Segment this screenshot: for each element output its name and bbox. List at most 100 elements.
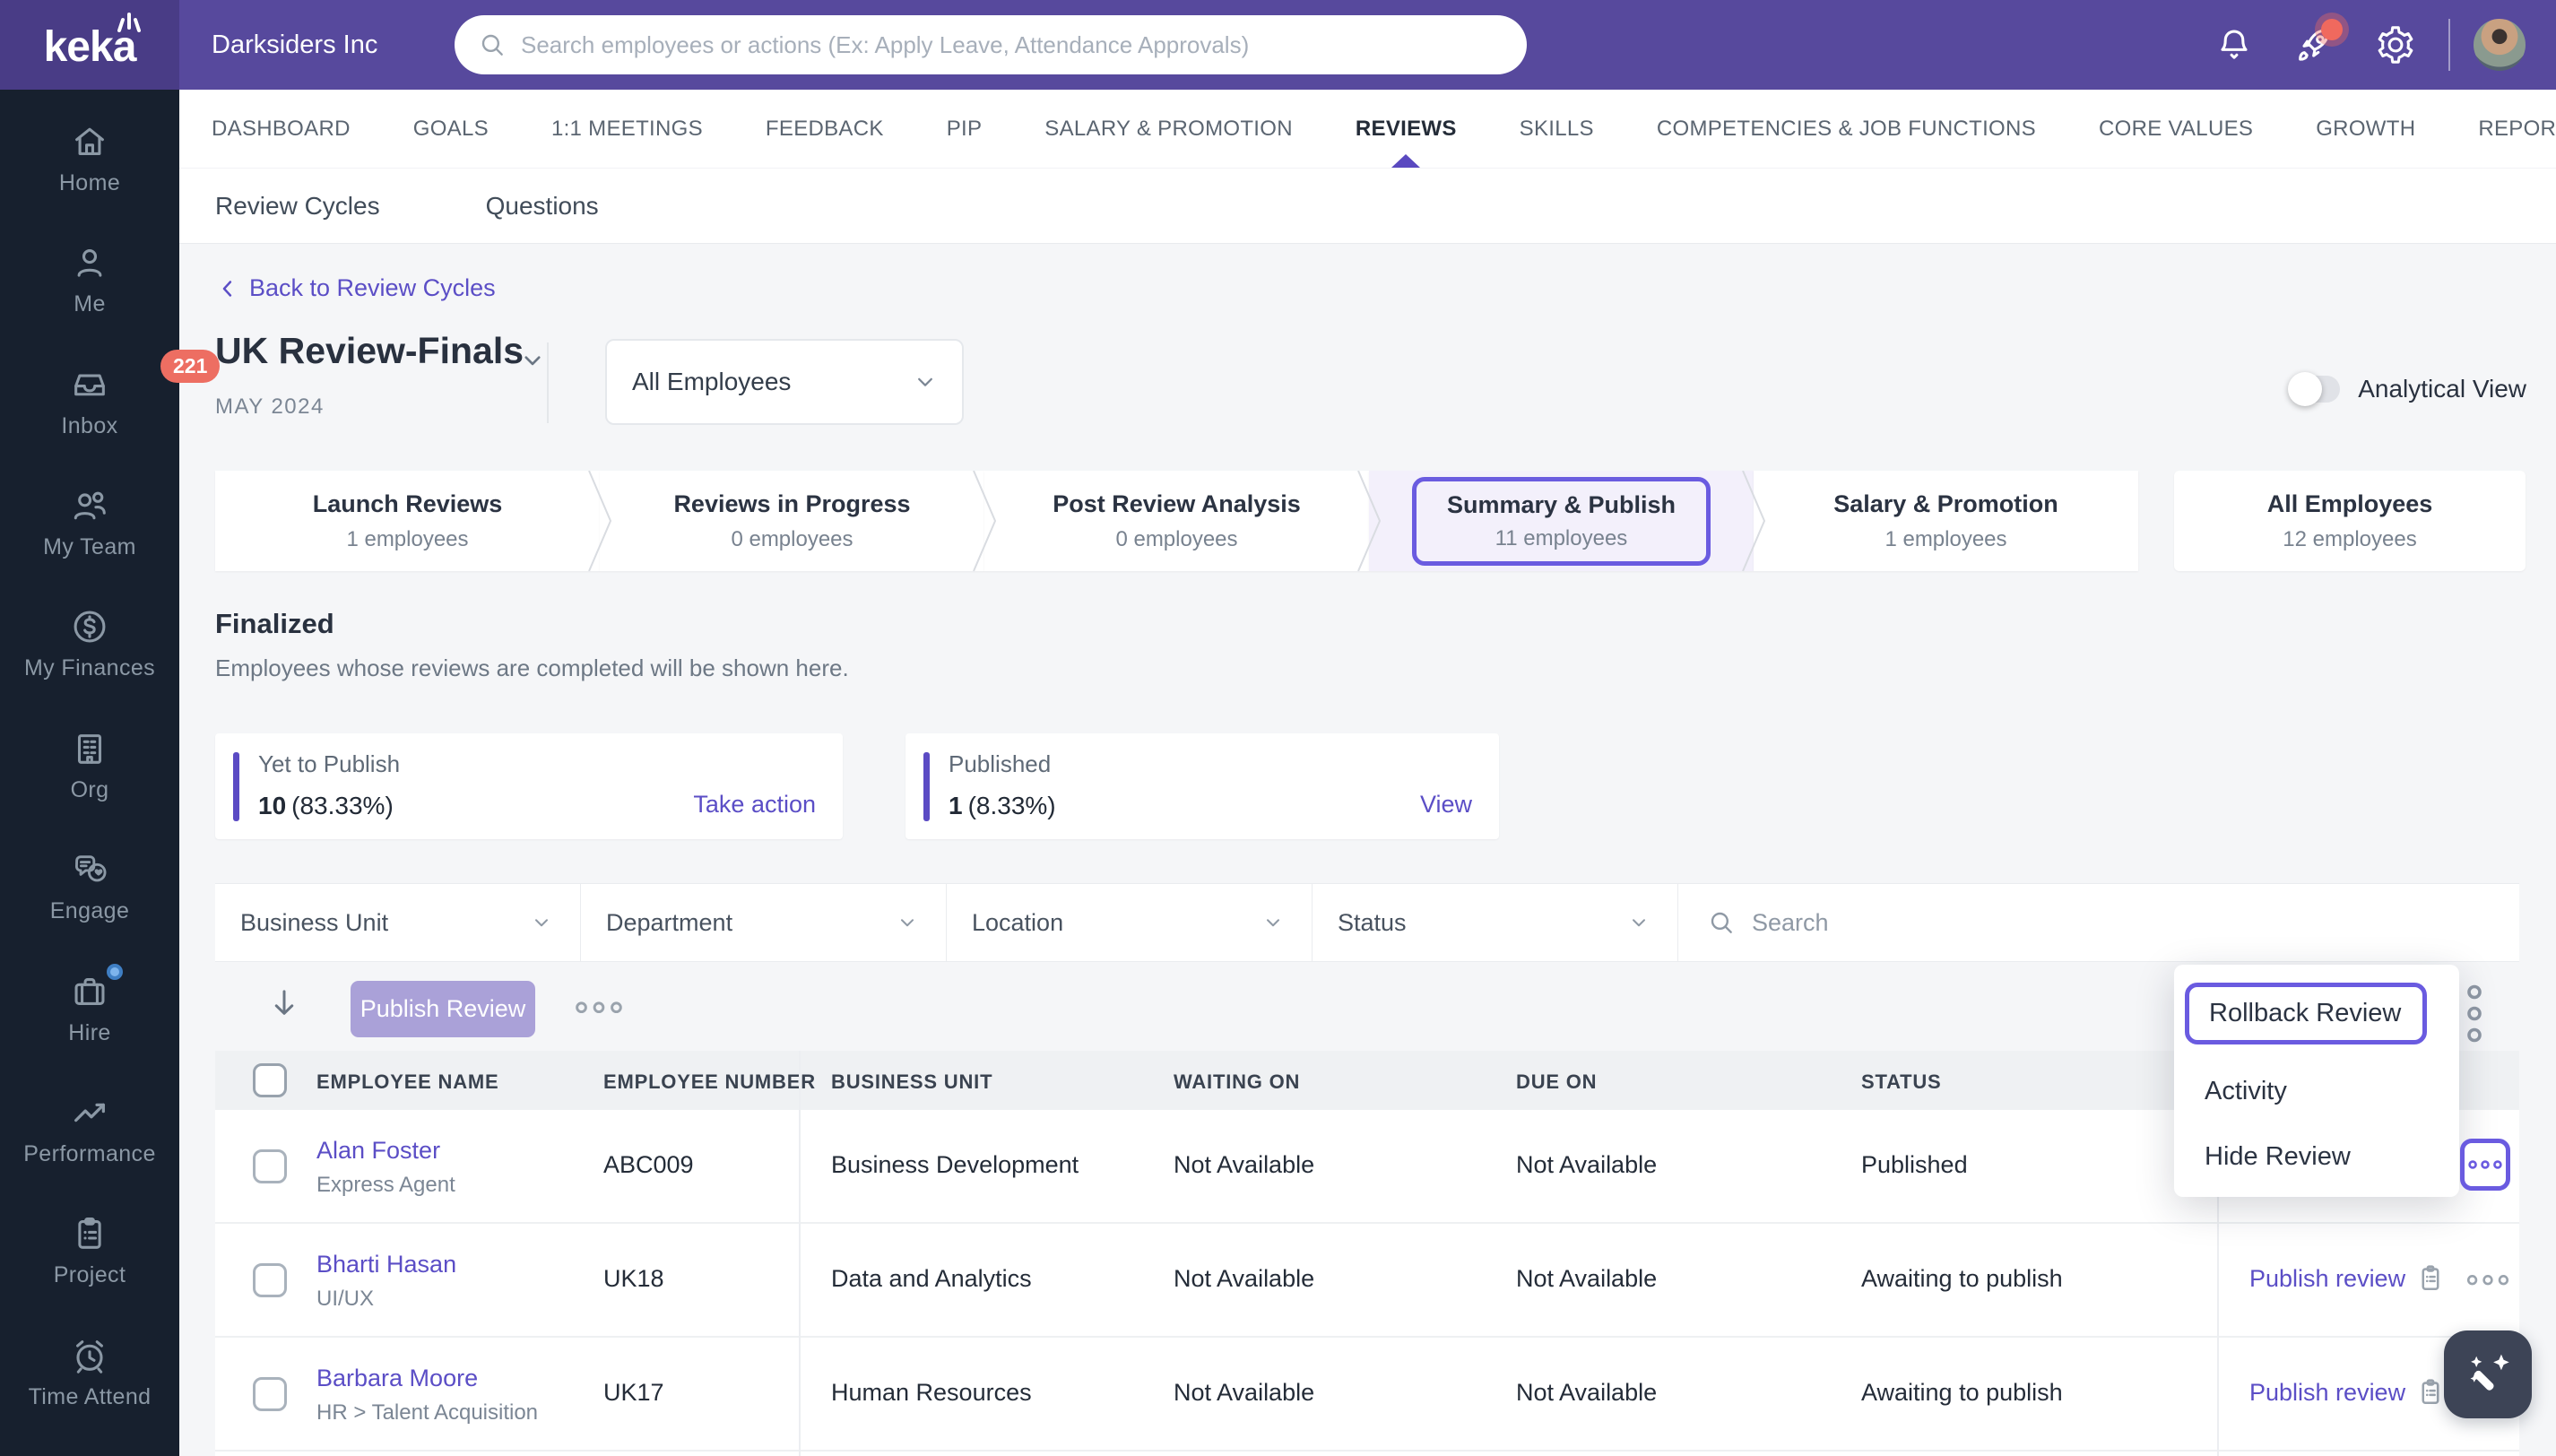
column-header-due-on[interactable]: DUE ON: [1516, 1070, 1598, 1093]
publish-clipboard-icon[interactable]: [2413, 1261, 2448, 1299]
sidebar-item-home[interactable]: Home: [0, 121, 179, 201]
tab-skills[interactable]: SKILLS: [1519, 116, 1594, 141]
take-action-link[interactable]: Take action: [693, 791, 816, 818]
employee-number-cell: UK18: [603, 1265, 664, 1292]
column-header-business-unit[interactable]: BUSINESS UNIT: [831, 1070, 993, 1093]
performance-trend-icon: [69, 1092, 110, 1133]
tab-feedback[interactable]: FEEDBACK: [765, 116, 884, 141]
employee-name-link[interactable]: Bharti Hasan: [316, 1251, 457, 1278]
subtab-questions[interactable]: Questions: [485, 191, 599, 220]
card-accent-bar: [233, 752, 239, 821]
filter-label: Location: [972, 908, 1064, 936]
publish-clipboard-icon[interactable]: [2413, 1375, 2448, 1413]
sidebar-item-performance[interactable]: Performance: [0, 1092, 179, 1172]
sidebar-item-hire[interactable]: Hire: [0, 963, 179, 1051]
sidebar-item-engage[interactable]: Engage: [0, 849, 179, 929]
table-row: Bharti Hasan UI/UX UK18 Data and Analyti…: [215, 1224, 2519, 1338]
tab-reports[interactable]: REPORTS: [2478, 116, 2556, 141]
column-settings-ellipsis-icon[interactable]: [2464, 983, 2485, 1043]
title-chevron-down-icon[interactable]: [516, 344, 549, 377]
business-unit-cell: Data and Analytics: [831, 1265, 1032, 1292]
menu-item-rollback-review[interactable]: Rollback Review: [2209, 999, 2402, 1027]
publish-review-row-link[interactable]: Publish review: [2249, 1379, 2406, 1406]
table-search-input[interactable]: Search: [1678, 908, 1829, 937]
user-avatar[interactable]: [2474, 19, 2526, 71]
chevron-down-icon: [1633, 919, 1645, 927]
row-actions-ellipsis-icon[interactable]: [2465, 1272, 2510, 1290]
column-header-employee-number[interactable]: EMPLOYEE NUMBER: [603, 1070, 816, 1093]
back-to-review-cycles-link[interactable]: Back to Review Cycles: [215, 274, 496, 302]
tab-salary-promotion[interactable]: SALARY & PROMOTION: [1044, 116, 1293, 141]
view-link[interactable]: View: [1419, 791, 1472, 818]
hire-notification-dot: [107, 963, 123, 980]
stage-reviews-in-progress[interactable]: Reviews in Progress 0 employees: [600, 471, 996, 571]
tab-1-1-meetings[interactable]: 1:1 MEETINGS: [550, 116, 703, 141]
stage-all-employees[interactable]: All Employees 12 employees: [2174, 471, 2526, 571]
sort-down-arrow-icon[interactable]: [265, 984, 303, 1029]
logo-spark-icon: [115, 11, 147, 34]
publish-review-button[interactable]: Publish Review: [351, 981, 535, 1037]
stage-post-review-analysis[interactable]: Post Review Analysis 0 employees: [984, 471, 1381, 571]
inbox-icon: 221: [69, 349, 221, 405]
stage-summary-and-publish[interactable]: Summary & Publish 11 employees: [1369, 471, 1765, 571]
sidebar-item-org[interactable]: Org: [0, 728, 179, 808]
tab-pip[interactable]: PIP: [946, 116, 983, 141]
bulk-actions-ellipsis-icon[interactable]: [574, 999, 624, 1018]
row-actions-ellipsis-button-active[interactable]: [2460, 1139, 2510, 1191]
stage-name: Launch Reviews: [312, 490, 503, 517]
table-row: Barbara Moore HR > Talent Acquisition UK…: [215, 1338, 2519, 1452]
employee-name-link[interactable]: Barbara Moore: [316, 1365, 479, 1391]
tab-goals[interactable]: GOALS: [412, 116, 489, 141]
row-checkbox[interactable]: [253, 1263, 287, 1297]
due-on-cell: Not Available: [1516, 1265, 1658, 1292]
business-unit-filter[interactable]: Business Unit: [215, 884, 581, 961]
magic-wand-fab[interactable]: [2444, 1330, 2532, 1418]
back-chevron-icon: [222, 280, 232, 297]
keka-logo[interactable]: keka: [0, 0, 179, 90]
sidebar-item-my-finances[interactable]: My Finances: [0, 606, 179, 686]
sidebar-item-time-attend[interactable]: Time Attend: [0, 1335, 179, 1415]
topbar: keka Darksiders Inc Search employees or …: [0, 0, 2556, 90]
engage-chat-icon: [69, 849, 110, 890]
employee-name-link[interactable]: Alan Foster: [316, 1137, 441, 1164]
employee-role: HR > Talent Acquisition: [316, 1400, 539, 1425]
tab-dashboard[interactable]: DASHBOARD: [212, 116, 351, 141]
sidebar-item-me[interactable]: Me: [0, 242, 179, 322]
sidebar-label: Time Attend: [28, 1383, 152, 1409]
review-stage-strip: Launch Reviews 1 employees Reviews in Pr…: [215, 471, 2526, 571]
menu-item-hide-review[interactable]: Hide Review: [2205, 1142, 2351, 1171]
analytical-view-toggle[interactable]: [2288, 372, 2341, 406]
sidebar: Home Me 221 Inbox My Team My Finances Or…: [0, 90, 221, 1456]
chevron-down-icon: [901, 919, 914, 927]
notifications-bell-icon[interactable]: [2214, 24, 2255, 65]
status-filter[interactable]: Status: [1313, 884, 1678, 961]
tab-core-values[interactable]: CORE VALUES: [2098, 116, 2254, 141]
whats-new-rocket-icon[interactable]: [2294, 19, 2343, 65]
tab-growth[interactable]: GROWTH: [2316, 116, 2416, 141]
column-header-waiting-on[interactable]: WAITING ON: [1174, 1070, 1301, 1093]
publish-review-row-link[interactable]: Publish review: [2249, 1265, 2406, 1292]
analytical-view-label: Analytical View: [2358, 375, 2526, 403]
subtab-review-cycles[interactable]: Review Cycles: [215, 191, 380, 220]
select-all-checkbox[interactable]: [253, 1063, 287, 1097]
sidebar-item-inbox[interactable]: 221 Inbox: [0, 349, 221, 444]
stage-chevron-separator: [1742, 471, 1765, 571]
stage-chevron-separator: [1357, 471, 1381, 571]
stage-launch-reviews[interactable]: Launch Reviews 1 employees: [215, 471, 611, 571]
table-row: Alan Foster Express Agent ABC009 Busines…: [215, 1110, 2519, 1224]
global-search-input[interactable]: Search employees or actions (Ex: Apply L…: [455, 15, 1527, 74]
column-header-status[interactable]: STATUS: [1861, 1070, 1942, 1093]
department-filter[interactable]: Department: [581, 884, 947, 961]
row-checkbox[interactable]: [253, 1149, 287, 1183]
stage-salary-and-promotion[interactable]: Salary & Promotion 1 employees: [1754, 471, 2138, 571]
menu-item-activity[interactable]: Activity: [2205, 1077, 2287, 1105]
row-checkbox[interactable]: [253, 1377, 287, 1411]
settings-gear-icon[interactable]: [2375, 24, 2416, 65]
sidebar-item-project[interactable]: Project: [0, 1213, 179, 1293]
column-header-employee-name[interactable]: EMPLOYEE NAME: [316, 1070, 499, 1093]
employee-filter-dropdown[interactable]: All Employees: [605, 339, 964, 425]
tab-reviews[interactable]: REVIEWS: [1356, 90, 1457, 168]
location-filter[interactable]: Location: [947, 884, 1313, 961]
sidebar-item-my-team[interactable]: My Team: [0, 485, 179, 565]
tab-competencies-job-functions[interactable]: COMPETENCIES & JOB FUNCTIONS: [1656, 116, 2036, 141]
